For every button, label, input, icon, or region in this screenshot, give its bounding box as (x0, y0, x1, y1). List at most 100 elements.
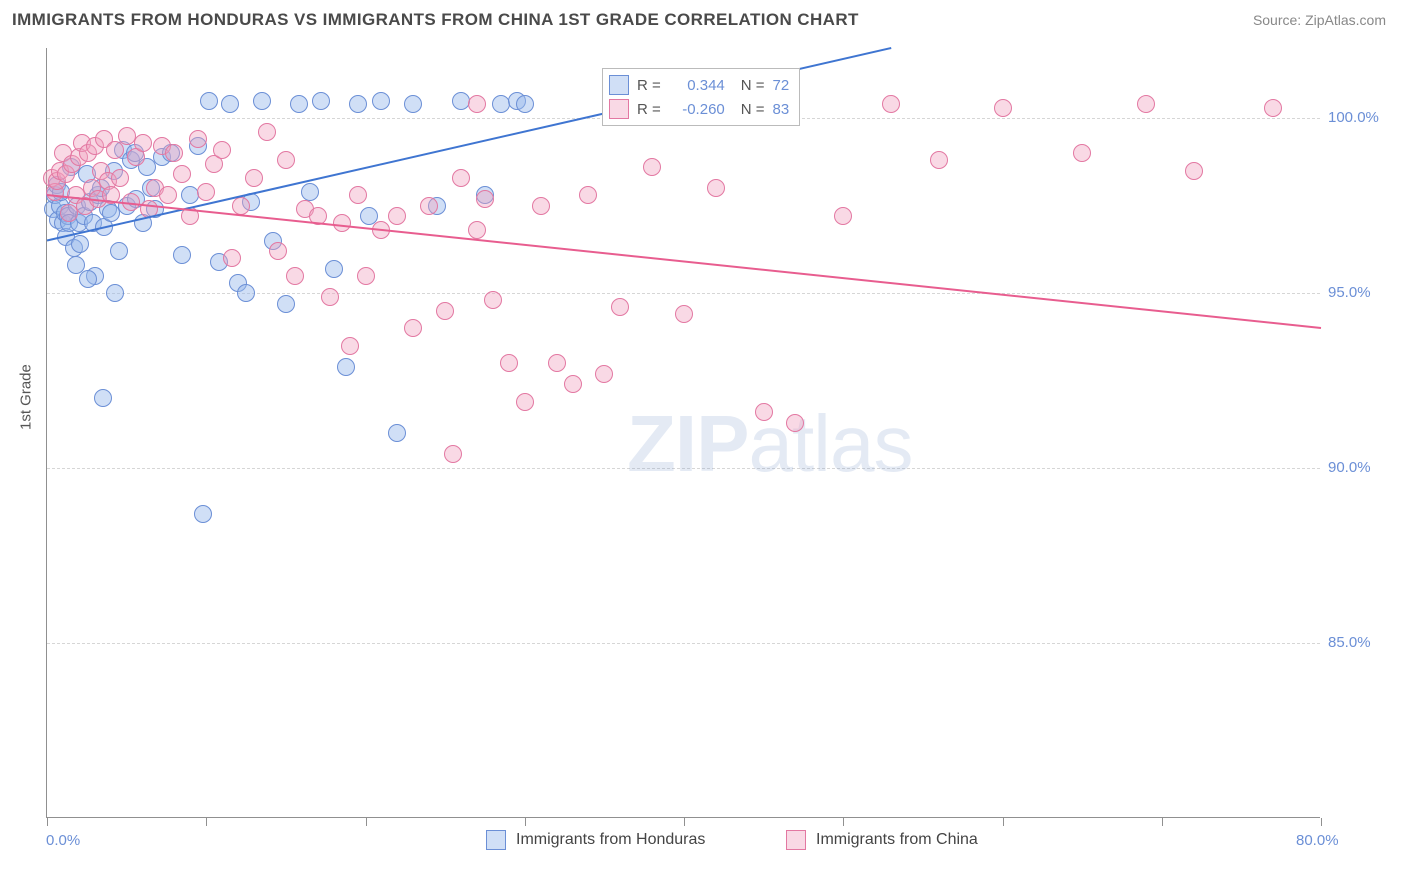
source-attribution: Source: ZipAtlas.com (1253, 12, 1386, 28)
scatter-point (372, 92, 390, 110)
scatter-point (476, 190, 494, 208)
scatter-point (349, 95, 367, 113)
n-label: N = (741, 77, 765, 94)
scatter-point (71, 235, 89, 253)
scatter-point (165, 144, 183, 162)
scatter-point (67, 256, 85, 274)
series-legend-item: Immigrants from China (786, 830, 978, 850)
scatter-point (436, 302, 454, 320)
scatter-point (516, 95, 534, 113)
scatter-point (110, 242, 128, 260)
y-tick-label: 100.0% (1328, 109, 1379, 126)
scatter-point (333, 214, 351, 232)
scatter-point (707, 179, 725, 197)
x-tick (47, 818, 48, 826)
scatter-point (484, 291, 502, 309)
scatter-point (611, 298, 629, 316)
scatter-point (312, 92, 330, 110)
x-tick (366, 818, 367, 826)
scatter-point (140, 200, 158, 218)
scatter-point (173, 165, 191, 183)
scatter-point (102, 186, 120, 204)
scatter-point (404, 95, 422, 113)
scatter-point (994, 99, 1012, 117)
scatter-point (321, 288, 339, 306)
x-tick-label: 80.0% (1296, 832, 1339, 849)
scatter-point (1137, 95, 1155, 113)
scatter-point (181, 207, 199, 225)
correlation-legend-row: R =0.344N =72 (609, 73, 789, 97)
scatter-point (532, 197, 550, 215)
scatter-point (258, 123, 276, 141)
scatter-point (643, 158, 661, 176)
scatter-point (500, 354, 518, 372)
regression-lines (47, 48, 1321, 818)
r-label: R = (637, 101, 661, 118)
scatter-point (516, 393, 534, 411)
n-label: N = (741, 101, 765, 118)
scatter-point (106, 284, 124, 302)
legend-swatch (609, 99, 629, 119)
scatter-point (122, 193, 140, 211)
scatter-point (253, 92, 271, 110)
scatter-point (173, 246, 191, 264)
correlation-legend-row: R =-0.260N =83 (609, 97, 789, 121)
y-tick-label: 85.0% (1328, 634, 1371, 651)
x-tick (843, 818, 844, 826)
scatter-point (213, 141, 231, 159)
scatter-point (388, 424, 406, 442)
scatter-point (301, 183, 319, 201)
scatter-point (882, 95, 900, 113)
x-tick (206, 818, 207, 826)
scatter-point (930, 151, 948, 169)
y-tick-label: 95.0% (1328, 284, 1371, 301)
y-axis-label: 1st Grade (18, 364, 35, 430)
scatter-point (420, 197, 438, 215)
scatter-point (189, 130, 207, 148)
scatter-point (237, 284, 255, 302)
scatter-point (388, 207, 406, 225)
r-value: 0.344 (669, 77, 725, 94)
scatter-point (286, 267, 304, 285)
scatter-point (245, 169, 263, 187)
scatter-point (372, 221, 390, 239)
scatter-point (357, 267, 375, 285)
scatter-point (786, 414, 804, 432)
x-tick (1003, 818, 1004, 826)
scatter-point (111, 169, 129, 187)
legend-swatch (609, 75, 629, 95)
scatter-point (200, 92, 218, 110)
scatter-point (290, 95, 308, 113)
legend-swatch (486, 830, 506, 850)
scatter-point (404, 319, 422, 337)
series-label: Immigrants from Honduras (516, 831, 705, 849)
correlation-legend: R = 0.344 N = 72 R =-0.260N =83 (602, 68, 800, 126)
scatter-point (341, 337, 359, 355)
scatter-point (468, 95, 486, 113)
scatter-point (309, 207, 327, 225)
scatter-point (1264, 99, 1282, 117)
scatter-point (564, 375, 582, 393)
scatter-point (579, 186, 597, 204)
scatter-point (1073, 144, 1091, 162)
x-tick (684, 818, 685, 826)
scatter-point (349, 186, 367, 204)
scatter-point (159, 186, 177, 204)
scatter-point (468, 221, 486, 239)
scatter-point (834, 207, 852, 225)
plot-area: ZIPatlasR =0.344N =72R =-0.260N =83 (46, 48, 1320, 818)
chart-title: IMMIGRANTS FROM HONDURAS VS IMMIGRANTS F… (12, 10, 859, 30)
scatter-point (452, 169, 470, 187)
gridline (47, 643, 1320, 644)
scatter-point (548, 354, 566, 372)
chart-header: IMMIGRANTS FROM HONDURAS VS IMMIGRANTS F… (0, 0, 1406, 36)
legend-swatch (786, 830, 806, 850)
scatter-point (79, 270, 97, 288)
scatter-point (194, 505, 212, 523)
gridline (47, 468, 1320, 469)
scatter-point (221, 95, 239, 113)
scatter-point (444, 445, 462, 463)
scatter-point (277, 151, 295, 169)
n-value: 72 (773, 77, 790, 94)
scatter-point (1185, 162, 1203, 180)
